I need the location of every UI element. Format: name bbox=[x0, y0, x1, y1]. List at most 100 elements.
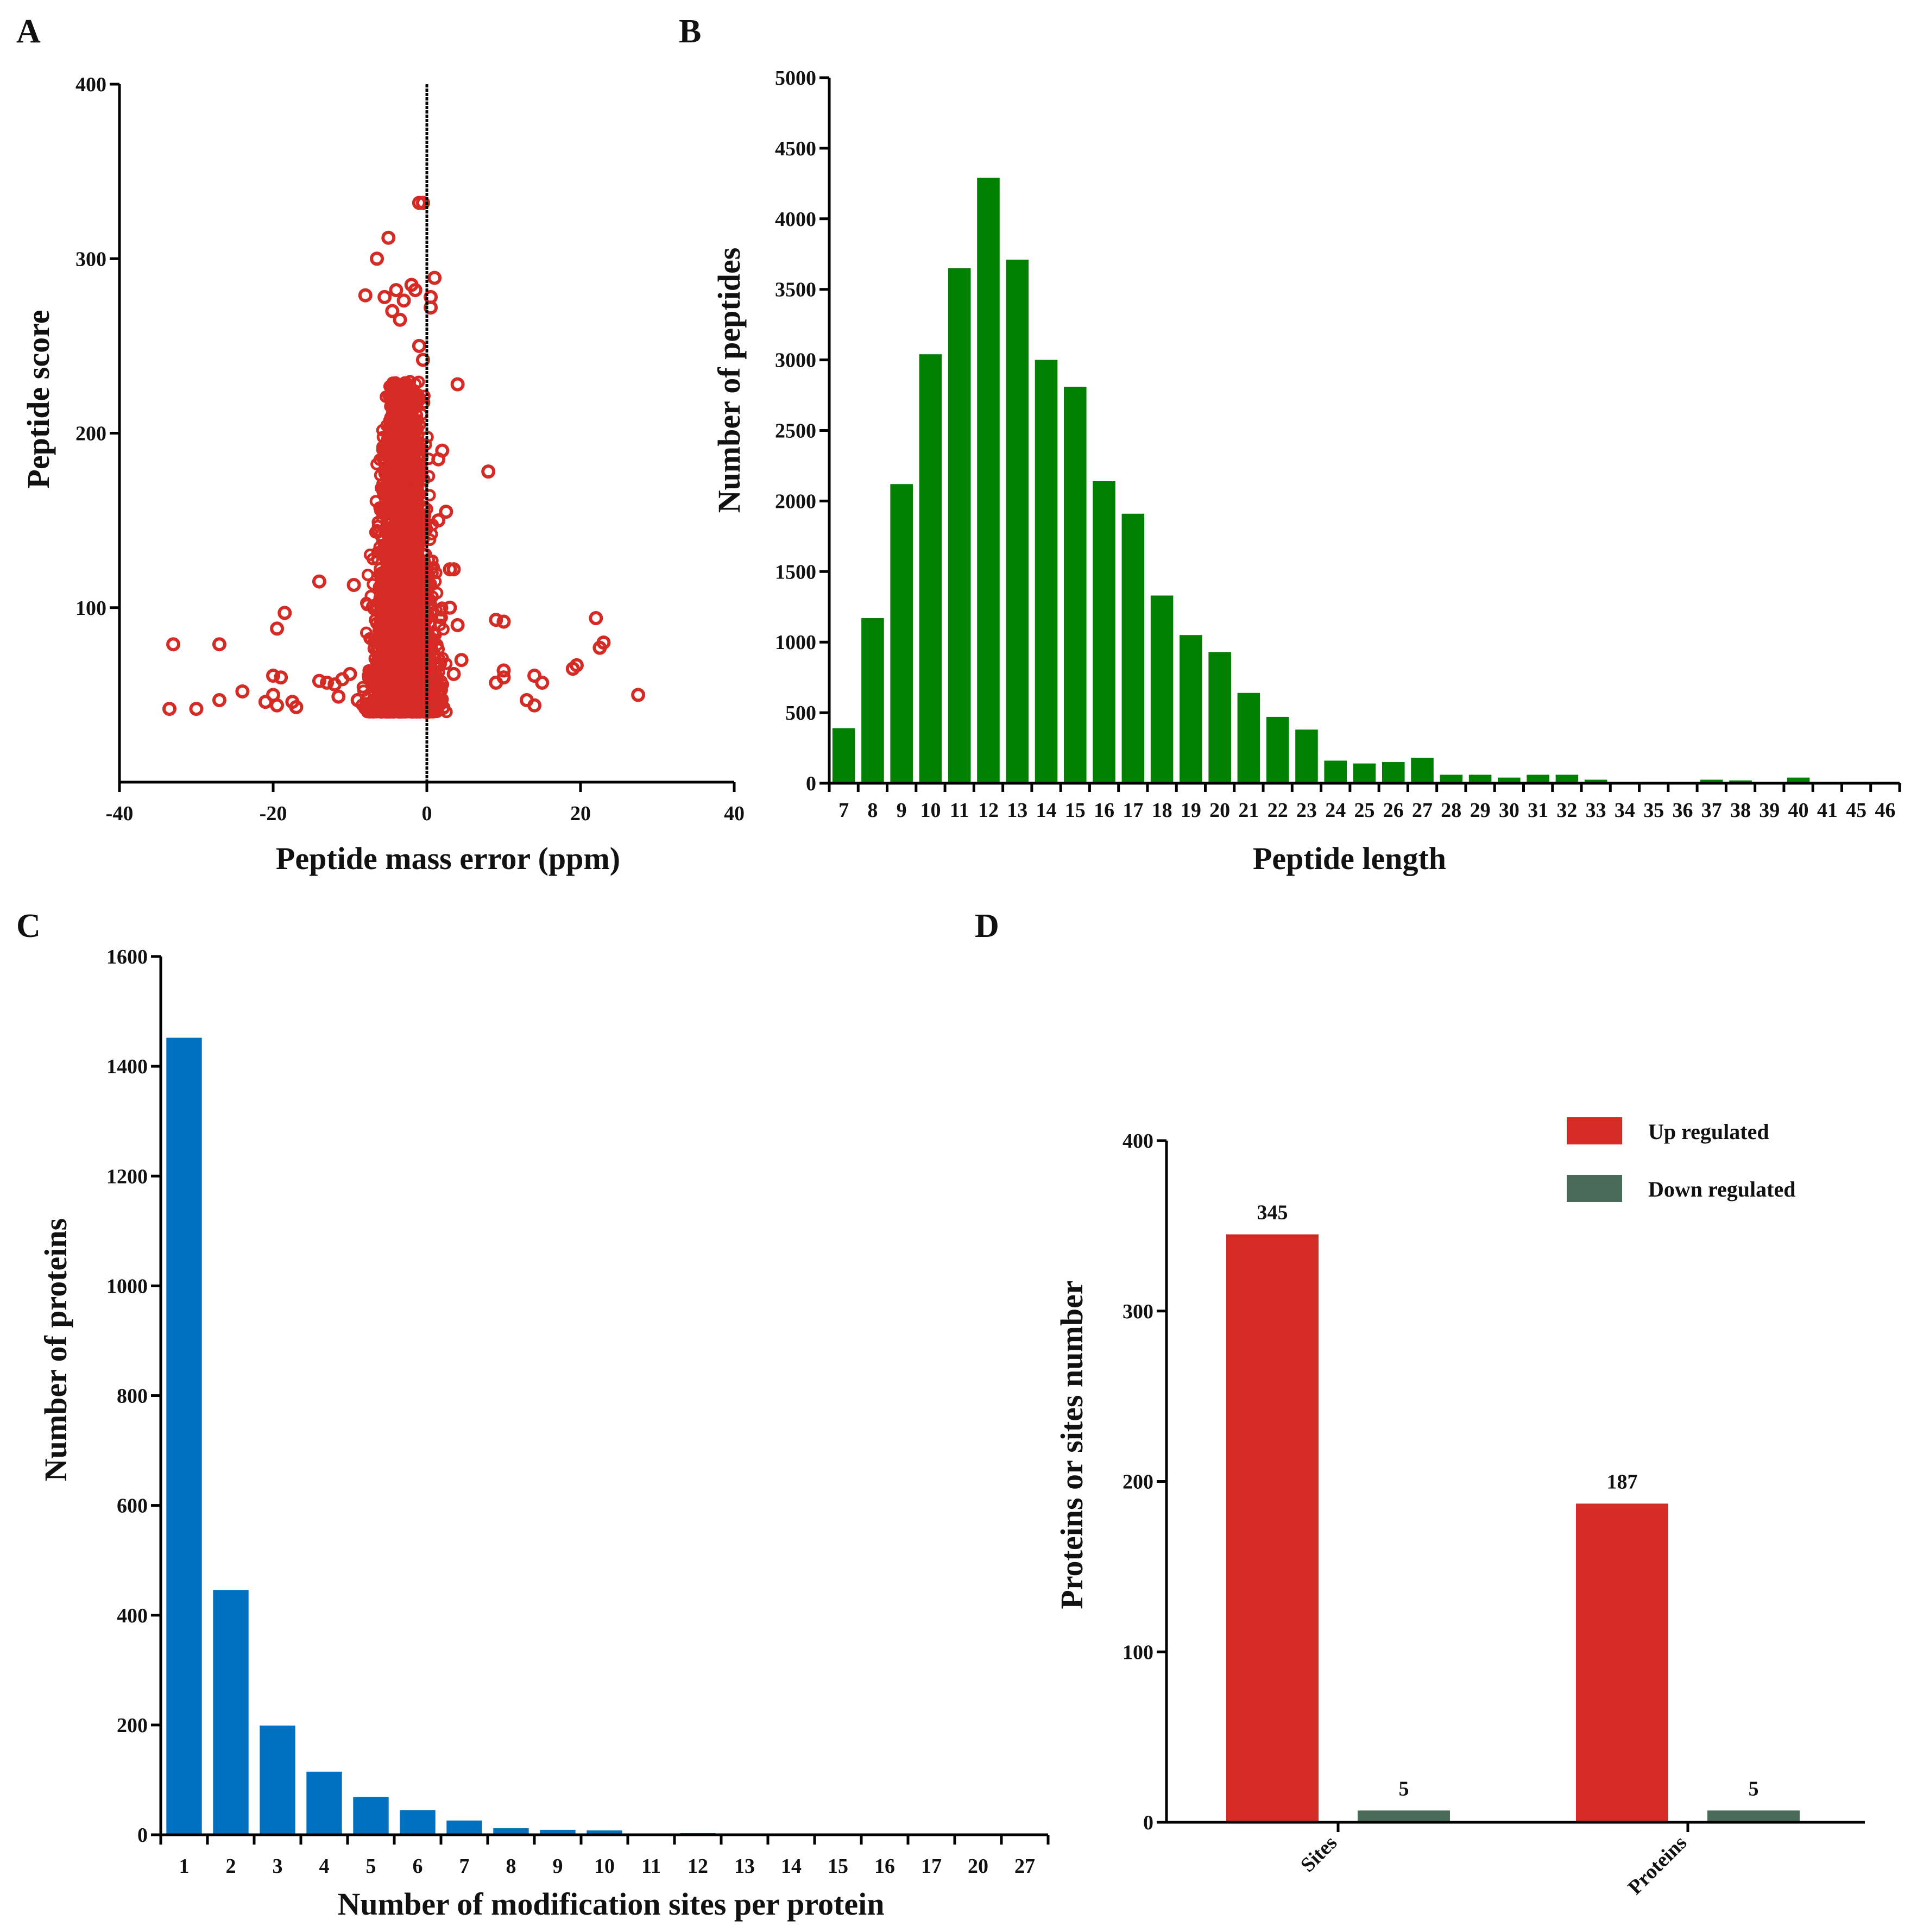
c-axes bbox=[159, 956, 1048, 1836]
chart-b-bar: 7 8 9 10 11 12 13 14 15 16 17 18 19 20 21 22 23 24 25 26 27 2… bbox=[711, 67, 1901, 876]
a-data-point bbox=[443, 600, 457, 615]
d-x-tick-label: Proteins bbox=[1624, 1832, 1692, 1899]
a-data-point bbox=[362, 664, 375, 677]
b-bar bbox=[1527, 775, 1549, 783]
a-data-point bbox=[270, 698, 285, 713]
c-ticks: 1 2 3 4 5 6 7 8 9 10 11 12 13 14 15 16 17 20 2702004006008… bbox=[106, 946, 1050, 1878]
a-data-point bbox=[393, 312, 407, 327]
d-bar-up bbox=[1226, 1234, 1319, 1822]
d-bar-down bbox=[1707, 1810, 1800, 1822]
b-bar bbox=[1295, 729, 1318, 783]
a-data-point bbox=[392, 624, 405, 637]
b-x-tick-label: 36 bbox=[1672, 799, 1693, 822]
a-data-point bbox=[394, 433, 407, 446]
c-y-tick-label: 800 bbox=[117, 1385, 148, 1408]
b-bar bbox=[1353, 763, 1376, 783]
a-x-tick-label: 40 bbox=[724, 802, 745, 825]
a-data-point bbox=[431, 452, 446, 467]
b-bar bbox=[1035, 360, 1058, 783]
c-x-tick-label: 5 bbox=[366, 1855, 376, 1878]
a-data-point bbox=[331, 689, 346, 704]
c-x-tick-label: 1 bbox=[179, 1855, 190, 1878]
a-data-point bbox=[393, 515, 406, 528]
a-data-point bbox=[427, 270, 442, 285]
b-x-tick-label: 35 bbox=[1643, 799, 1664, 822]
a-data-point bbox=[396, 293, 411, 308]
a-data-point bbox=[166, 637, 181, 652]
d-y-tick-label: 200 bbox=[1123, 1471, 1153, 1494]
b-y-axis-title: Number of peptides bbox=[711, 248, 747, 513]
a-data-point bbox=[390, 656, 403, 669]
c-bar bbox=[260, 1725, 295, 1835]
a-ticks: -40 -20 0 20 40 100 200 300 400 bbox=[75, 73, 745, 825]
a-data-point bbox=[481, 464, 496, 479]
a-data-point bbox=[381, 230, 396, 245]
c-x-tick-label: 3 bbox=[273, 1855, 283, 1878]
d-legend-swatch-up bbox=[1567, 1117, 1622, 1144]
a-data-point bbox=[377, 290, 392, 304]
c-y-tick-label: 1200 bbox=[106, 1165, 148, 1188]
d-legend-swatch-down bbox=[1567, 1175, 1622, 1202]
b-x-tick-label: 18 bbox=[1152, 799, 1172, 822]
c-x-tick-label: 6 bbox=[413, 1855, 423, 1878]
b-bar bbox=[1150, 595, 1174, 783]
a-data-point bbox=[162, 702, 176, 716]
d-y-tick-label: 300 bbox=[1123, 1300, 1153, 1323]
d-legend-label-down: Down regulated bbox=[1648, 1177, 1795, 1201]
a-data-point bbox=[446, 562, 461, 577]
b-x-tick-label: 21 bbox=[1238, 799, 1259, 822]
a-data-point bbox=[450, 618, 465, 632]
a-x-tick-label: 20 bbox=[570, 802, 591, 825]
c-y-tick-label: 1600 bbox=[106, 946, 148, 968]
b-x-tick-label: 31 bbox=[1528, 799, 1548, 822]
a-data-point bbox=[396, 681, 409, 694]
a-data-point bbox=[374, 584, 387, 597]
a-data-point bbox=[367, 578, 380, 591]
a-data-point bbox=[389, 593, 402, 606]
c-x-tick-label: 11 bbox=[641, 1855, 661, 1878]
b-x-tick-label: 38 bbox=[1730, 799, 1751, 822]
panel-label-d: D bbox=[975, 908, 999, 945]
c-x-tick-label: 27 bbox=[1014, 1855, 1035, 1878]
d-bars: 345 5 187 5 bbox=[1226, 1201, 1800, 1822]
a-data-point bbox=[387, 474, 400, 487]
a-data-point bbox=[527, 669, 542, 683]
b-y-tick-label: 3000 bbox=[775, 349, 816, 372]
c-x-tick-label: 12 bbox=[688, 1855, 708, 1878]
a-data-point bbox=[401, 631, 414, 644]
a-data-point bbox=[439, 505, 453, 519]
a-data-point bbox=[388, 379, 401, 392]
c-y-tick-label: 600 bbox=[117, 1495, 148, 1518]
a-data-point bbox=[414, 610, 427, 623]
b-ticks: 7 8 9 10 11 12 13 14 15 16 17 18 19 20 21 22 23 24 25 26 27 2… bbox=[775, 67, 1901, 822]
a-data-point bbox=[405, 565, 418, 578]
a-data-point bbox=[415, 196, 430, 210]
b-bar bbox=[1787, 777, 1810, 783]
a-data-point bbox=[435, 611, 448, 624]
c-y-tick-label: 1400 bbox=[106, 1055, 148, 1078]
a-data-point bbox=[361, 569, 374, 582]
c-x-tick-label: 20 bbox=[968, 1855, 988, 1878]
c-y-tick-label: 200 bbox=[117, 1714, 148, 1737]
b-bar bbox=[1468, 775, 1492, 783]
a-y-tick-label: 300 bbox=[75, 248, 106, 270]
b-x-tick-label: 9 bbox=[897, 799, 907, 822]
a-data-point bbox=[371, 524, 384, 537]
a-y-tick-label: 100 bbox=[75, 597, 106, 620]
a-data-point bbox=[367, 552, 380, 565]
a-data-point bbox=[385, 304, 400, 318]
a-x-tick-label: -20 bbox=[260, 802, 287, 825]
a-data-point bbox=[389, 691, 402, 704]
a-data-point bbox=[413, 664, 426, 677]
c-bar bbox=[540, 1829, 576, 1835]
b-x-tick-label: 23 bbox=[1296, 799, 1317, 822]
b-x-tick-label: 15 bbox=[1065, 799, 1086, 822]
b-x-tick-label: 29 bbox=[1470, 799, 1491, 822]
c-x-tick-label: 14 bbox=[781, 1855, 802, 1878]
a-data-point bbox=[411, 462, 424, 475]
b-x-tick-label: 19 bbox=[1181, 799, 1201, 822]
a-data-point bbox=[350, 693, 365, 708]
b-x-tick-label: 16 bbox=[1094, 799, 1114, 822]
c-bars bbox=[166, 1037, 1043, 1835]
b-y-tick-label: 500 bbox=[785, 702, 816, 725]
